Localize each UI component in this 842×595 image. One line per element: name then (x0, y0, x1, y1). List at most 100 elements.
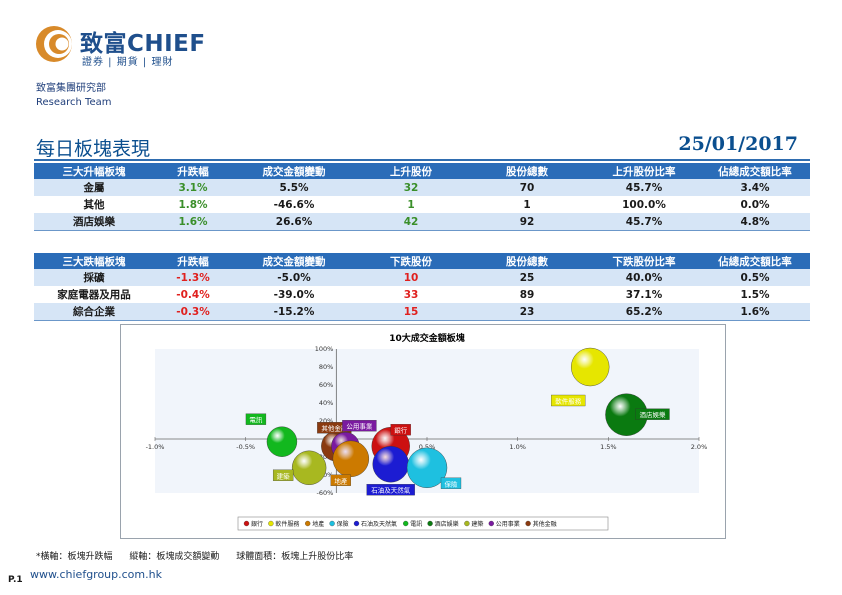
bubble-軟件服務 (571, 347, 610, 387)
column-header: 升跌幅 (154, 253, 232, 269)
chart-legend (237, 516, 609, 531)
column-header: 成交金額變動 (232, 253, 356, 269)
table-cell: 3.4% (700, 179, 810, 196)
legend-label: 建築 (471, 520, 483, 528)
column-header: 佔總成交額比率 (700, 253, 810, 269)
bubble-label: 建築 (277, 471, 291, 480)
bubble-label: 保險 (445, 479, 459, 488)
table-cell: 26.6% (232, 213, 356, 231)
bubble-label-box (330, 474, 351, 486)
table-cell: 100.0% (622, 198, 666, 211)
table-row: 其他 1.8% -46.6% 1 1 100.0% 0.0% (34, 196, 810, 213)
legend-label: 地產 (312, 520, 324, 528)
website-link[interactable]: www.chiefgroup.com.hk (30, 568, 162, 581)
legend-marker (427, 520, 433, 527)
bubble-label: 石油及天然氣 (371, 486, 411, 495)
y-tick-label: 20% (319, 417, 333, 425)
table-cell: 1.8% (178, 198, 208, 211)
research-team-label: 致富集團研究部 Research Team (36, 83, 112, 108)
title-divider (34, 159, 810, 161)
table-row: 家庭電器及用品 -0.4% -39.0% 33 89 37.1% 1.5% (34, 286, 810, 303)
table-row: 金屬 3.1% 5.5% 32 70 45.7% 3.4% (34, 179, 810, 196)
table-cell: -0.3% (154, 303, 232, 321)
x-tick-label: -1.0% (146, 443, 165, 451)
table-cell: 45.7% (588, 213, 700, 231)
brand-tagline: 證券 | 期貨 | 理財 (82, 57, 174, 68)
x-tick-label: 2.0% (691, 443, 708, 451)
bubble-label-box (551, 394, 586, 407)
table-cell: 70 (466, 179, 588, 196)
legend-marker (243, 520, 250, 527)
bubble-地產 (332, 440, 370, 478)
y-tick-label: 100% (315, 345, 334, 353)
y-tick-label: 60% (319, 381, 333, 389)
bubble-label-box (390, 424, 411, 436)
table-cell: 5.5% (232, 179, 356, 196)
table-cell: 0.0% (740, 198, 770, 211)
bubble-label: 電訊 (249, 415, 263, 424)
table-cell: 40.0% (588, 269, 700, 286)
page-title: 每日板塊表現 (36, 138, 151, 160)
legend-label: 酒店娛樂 (435, 520, 459, 528)
column-header: 上升股份 (356, 163, 466, 179)
report-date: 25/01/2017 (678, 133, 798, 155)
legend-label: 銀行 (251, 520, 263, 528)
column-header: 下跌股份 (356, 253, 466, 269)
legend-label: 其他金融 (533, 520, 557, 528)
x-tick-label: -0.5% (236, 443, 255, 451)
bubble-label: 公用事業 (346, 422, 373, 431)
x-tick-label: 1.5% (600, 443, 617, 451)
table-cell: 42 (356, 213, 466, 231)
table-cell: 綜合企業 (34, 303, 154, 321)
x-tick-label: 0.5% (419, 443, 436, 451)
table-cell: -15.2% (232, 303, 356, 321)
legend-marker (464, 520, 470, 527)
table-cell: 0.5% (700, 269, 810, 286)
table-cell: -46.6% (273, 198, 315, 211)
bubble-label: 軟件服務 (555, 397, 582, 406)
table-cell: 1.5% (740, 288, 770, 301)
y-tick-label: -60% (317, 489, 334, 497)
table-cell: -0.4% (176, 288, 210, 301)
legend-marker (488, 520, 494, 527)
legend-marker (329, 520, 335, 527)
table-cell: 15 (356, 303, 466, 321)
legend-label: 公用事業 (496, 520, 520, 528)
legend-label: 石油及天然氣 (361, 520, 397, 528)
table-cell: 3.1% (154, 179, 232, 196)
column-header: 升跌幅 (154, 163, 232, 179)
table-cell: 1 (523, 198, 531, 211)
table-cell: 65.2% (588, 303, 700, 321)
table-cell: 家庭電器及用品 (57, 289, 131, 301)
legend-marker (525, 520, 531, 527)
chart-footnote: *橫軸：板塊升跌幅 縱軸：板塊成交額變動 球體面積：板塊上升股份比率 (36, 552, 354, 562)
table-cell: 1.6% (154, 213, 232, 231)
bubble-保險 (406, 447, 448, 489)
table-cell: 25 (466, 269, 588, 286)
bubble-label: 其他金融 (321, 424, 348, 433)
table-cell: 32 (356, 179, 466, 196)
y-tick-label: 80% (319, 363, 333, 371)
bubble-label: 銀行 (394, 426, 408, 435)
legend-marker (403, 520, 409, 527)
bubble-label: 酒店娛樂 (639, 410, 666, 419)
column-header: 股份總數 (466, 253, 588, 269)
legend-label: 電訊 (410, 520, 422, 528)
table-cell: 37.1% (625, 288, 663, 301)
x-tick-label: 1.0% (509, 443, 526, 451)
y-tick-label: 40% (319, 399, 333, 407)
bubble-label-box (272, 469, 294, 481)
table-cell: 10 (356, 269, 466, 286)
table-row: 酒店娛樂 1.6% 26.6% 42 92 45.7% 4.8% (34, 213, 810, 231)
top-gainers-table: 三大升幅板塊 升跌幅 成交金額變動 上升股份 股份總數 上升股份比率 佔總成交額比率 金屬 3… (34, 163, 810, 231)
bubble-chart-svg: 10大成交金額板塊-1.0%-0.5%0.0%0.5%1.0%1.5%2.0%1… (146, 332, 708, 531)
y-tick-label: -40% (317, 471, 334, 479)
table-cell: -39.0% (273, 288, 315, 301)
legend-label: 軟件服務 (275, 520, 299, 528)
bubble-label-box (342, 420, 377, 432)
table-row: 綜合企業 -0.3% -15.2% 15 23 65.2% 1.6% (34, 303, 810, 321)
legend-marker (305, 520, 311, 527)
table-cell: -1.3% (154, 269, 232, 286)
sector-bubble-chart: 10大成交金額板塊-1.0%-0.5%0.0%0.5%1.0%1.5%2.0%1… (120, 324, 726, 539)
table-cell: 92 (466, 213, 588, 231)
